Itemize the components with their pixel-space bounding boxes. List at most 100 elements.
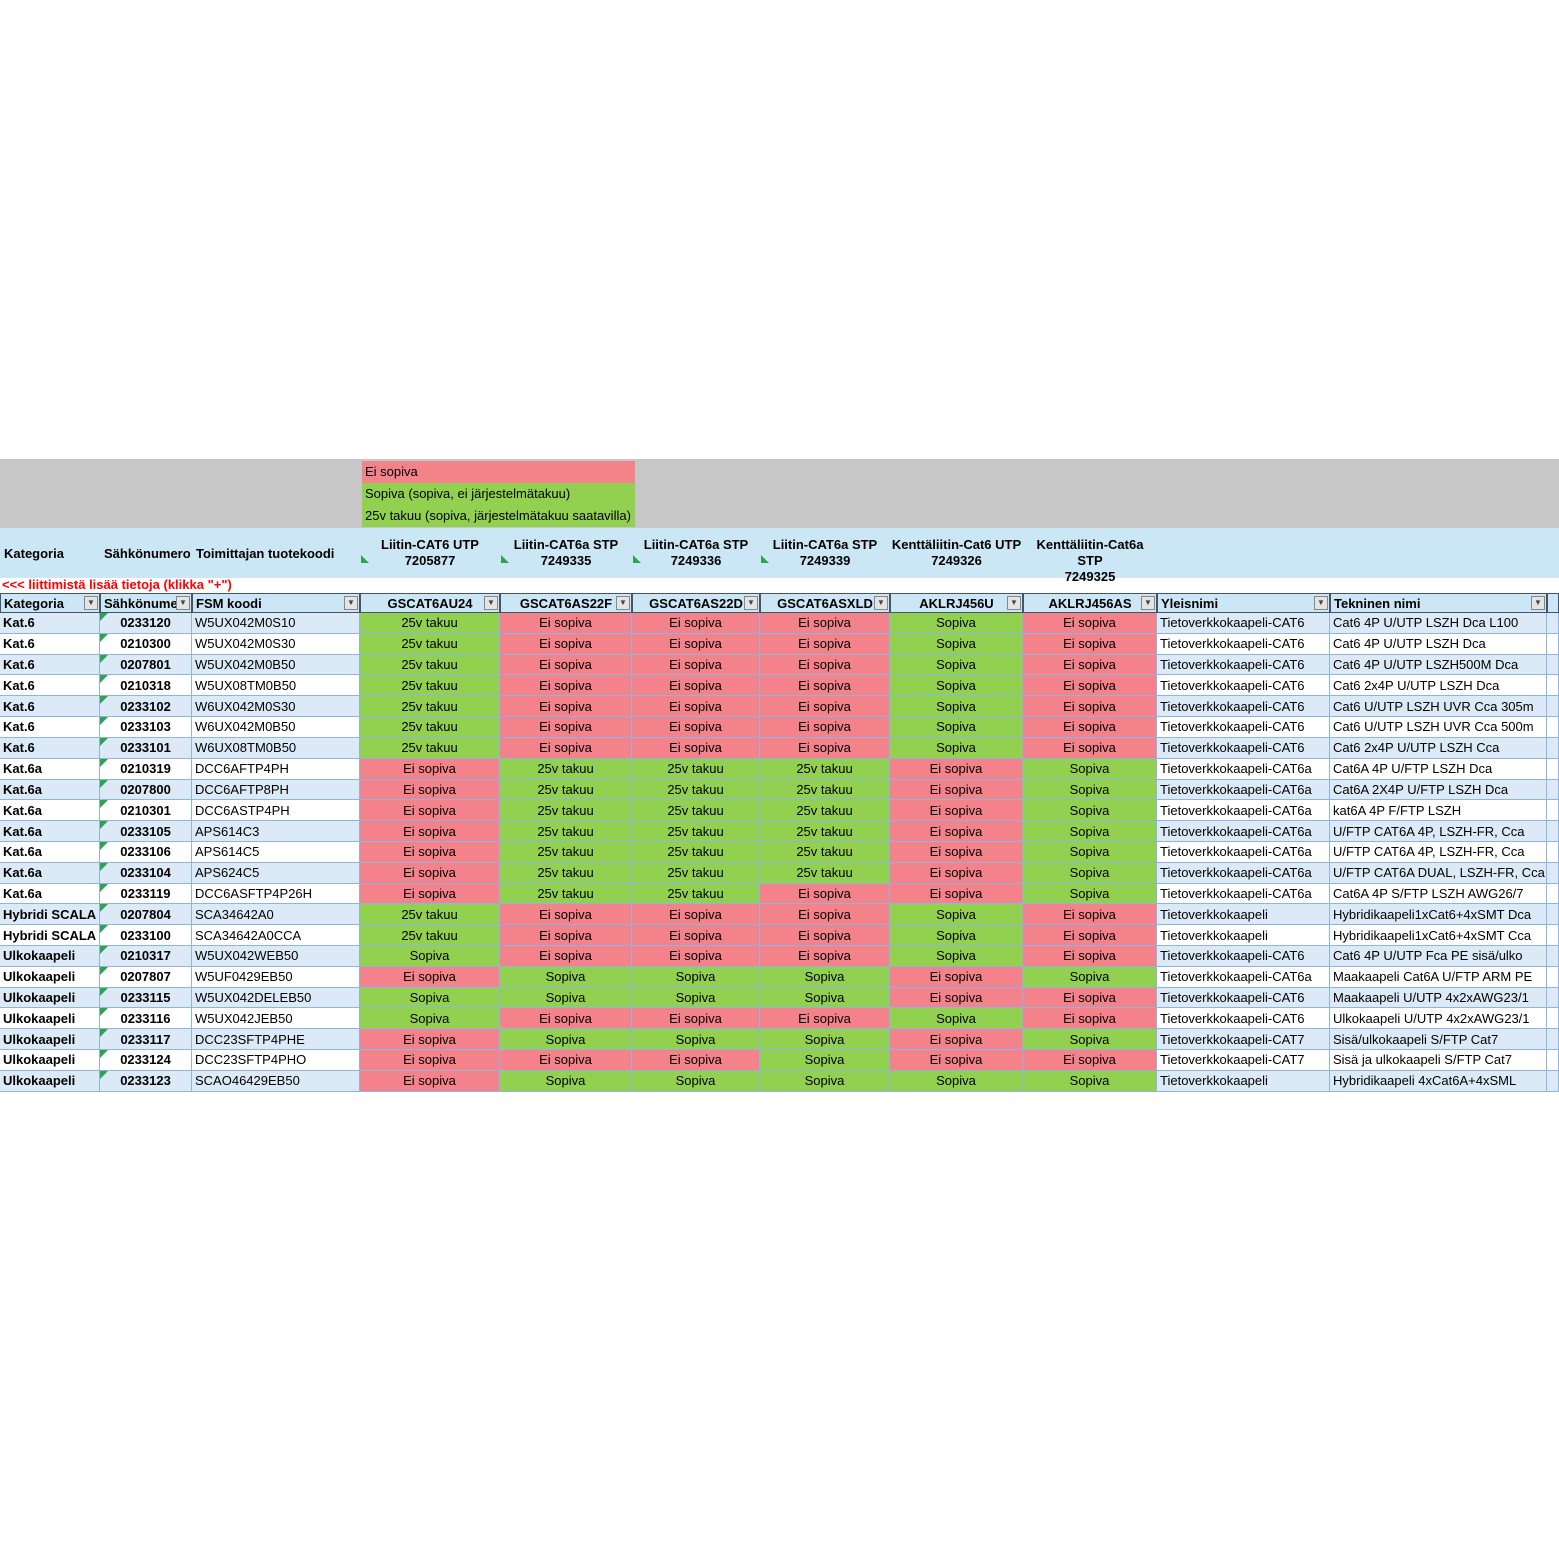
- cell-kategoria[interactable]: Kat.6: [0, 696, 100, 718]
- cell-sahkonumero[interactable]: 0207804: [100, 904, 192, 926]
- cell-status-gscat6as22d[interactable]: 25v takuu: [632, 779, 760, 801]
- cell-status-gscat6asxld[interactable]: Ei sopiva: [760, 613, 890, 634]
- filter-header-st5[interactable]: AKLRJ456AS ▼: [1023, 593, 1157, 613]
- cell-kategoria[interactable]: Hybridi SCALA: [0, 925, 100, 946]
- cell-status-gscat6au24[interactable]: Sopiva: [360, 946, 500, 967]
- cell-fsm-koodi[interactable]: SCA34642A0: [192, 904, 360, 926]
- cell-status-aklrj456u[interactable]: Ei sopiva: [890, 800, 1023, 822]
- cell-kategoria[interactable]: Hybridi SCALA: [0, 904, 100, 926]
- cell-fsm-koodi[interactable]: W5UX042M0S10: [192, 613, 360, 634]
- filter-dropdown-icon[interactable]: ▼: [484, 596, 498, 610]
- cell-status-gscat6as22f[interactable]: 25v takuu: [500, 883, 632, 905]
- cell-status-aklrj456as[interactable]: Ei sopiva: [1023, 1050, 1157, 1071]
- cell-status-gscat6as22d[interactable]: 25v takuu: [632, 821, 760, 842]
- cell-sahkonumero[interactable]: 0207807: [100, 966, 192, 988]
- cell-fsm-koodi[interactable]: APS614C5: [192, 841, 360, 863]
- cell-status-gscat6au24[interactable]: 25v takuu: [360, 904, 500, 926]
- cell-status-gscat6as22f[interactable]: Ei sopiva: [500, 1050, 632, 1071]
- cell-status-aklrj456u[interactable]: Ei sopiva: [890, 821, 1023, 842]
- cell-status-gscat6au24[interactable]: Ei sopiva: [360, 1070, 500, 1092]
- cell-sahkonumero[interactable]: 0233101: [100, 737, 192, 759]
- cell-status-aklrj456u[interactable]: Sopiva: [890, 925, 1023, 946]
- cell-status-aklrj456u[interactable]: Sopiva: [890, 696, 1023, 718]
- cell-yleisnimi[interactable]: Tietoverkkokaapeli: [1157, 904, 1330, 926]
- cell-status-gscat6as22d[interactable]: Ei sopiva: [632, 904, 760, 926]
- cell-sahkonumero[interactable]: 0233105: [100, 821, 192, 842]
- cell-tekninen-nimi[interactable]: Cat6A 4P U/FTP LSZH Dca: [1330, 758, 1547, 780]
- cell-status-aklrj456u[interactable]: Sopiva: [890, 1008, 1023, 1030]
- cell-sahkonumero[interactable]: 0207800: [100, 779, 192, 801]
- cell-status-gscat6as22d[interactable]: Ei sopiva: [632, 654, 760, 676]
- cell-status-aklrj456as[interactable]: Sopiva: [1023, 883, 1157, 905]
- cell-fsm-koodi[interactable]: APS614C3: [192, 821, 360, 842]
- cell-kategoria[interactable]: Ulkokaapeli: [0, 946, 100, 967]
- cell-status-aklrj456as[interactable]: Sopiva: [1023, 821, 1157, 842]
- cell-status-gscat6asxld[interactable]: 25v takuu: [760, 758, 890, 780]
- cell-yleisnimi[interactable]: Tietoverkkokaapeli-CAT6: [1157, 1008, 1330, 1030]
- cell-status-gscat6asxld[interactable]: Sopiva: [760, 966, 890, 988]
- filter-header-kategoria[interactable]: Kategoria ▼: [0, 593, 100, 613]
- cell-yleisnimi[interactable]: Tietoverkkokaapeli-CAT6: [1157, 717, 1330, 738]
- cell-tekninen-nimi[interactable]: U/FTP CAT6A 4P, LSZH-FR, Cca: [1330, 841, 1547, 863]
- cell-fsm-koodi[interactable]: W5UX042M0S30: [192, 633, 360, 655]
- cell-fsm-koodi[interactable]: W5UX042M0B50: [192, 654, 360, 676]
- cell-status-gscat6au24[interactable]: 25v takuu: [360, 613, 500, 634]
- filter-header-tekninen[interactable]: Tekninen nimi ▼: [1330, 593, 1547, 613]
- cell-sahkonumero[interactable]: 0233116: [100, 1008, 192, 1030]
- cell-status-aklrj456as[interactable]: Sopiva: [1023, 779, 1157, 801]
- cell-tekninen-nimi[interactable]: kat6A 4P F/FTP LSZH: [1330, 800, 1547, 822]
- cell-sahkonumero[interactable]: 0233115: [100, 987, 192, 1009]
- cell-status-gscat6as22f[interactable]: Sopiva: [500, 987, 632, 1009]
- cell-fsm-koodi[interactable]: SCA34642A0CCA: [192, 925, 360, 946]
- filter-dropdown-icon[interactable]: ▼: [1007, 596, 1021, 610]
- cell-kategoria[interactable]: Kat.6: [0, 613, 100, 634]
- cell-status-gscat6as22d[interactable]: 25v takuu: [632, 883, 760, 905]
- cell-fsm-koodi[interactable]: DCC6AFTP4PH: [192, 758, 360, 780]
- cell-status-gscat6au24[interactable]: 25v takuu: [360, 925, 500, 946]
- cell-status-aklrj456as[interactable]: Sopiva: [1023, 1029, 1157, 1051]
- cell-status-aklrj456u[interactable]: Sopiva: [890, 946, 1023, 967]
- cell-status-gscat6as22d[interactable]: Sopiva: [632, 1070, 760, 1092]
- cell-status-aklrj456as[interactable]: Ei sopiva: [1023, 904, 1157, 926]
- cell-status-gscat6as22f[interactable]: Ei sopiva: [500, 737, 632, 759]
- cell-status-gscat6as22d[interactable]: Ei sopiva: [632, 717, 760, 738]
- cell-fsm-koodi[interactable]: W6UX042M0B50: [192, 717, 360, 738]
- cell-tekninen-nimi[interactable]: Cat6 4P U/UTP LSZH Dca L100: [1330, 613, 1547, 634]
- cell-tekninen-nimi[interactable]: Cat6 U/UTP LSZH UVR Cca 305m: [1330, 696, 1547, 718]
- cell-yleisnimi[interactable]: Tietoverkkokaapeli-CAT6: [1157, 613, 1330, 634]
- cell-status-gscat6au24[interactable]: 25v takuu: [360, 654, 500, 676]
- filter-header-st0[interactable]: GSCAT6AU24 ▼: [360, 593, 500, 613]
- cell-tekninen-nimi[interactable]: U/FTP CAT6A DUAL, LSZH-FR, Cca: [1330, 862, 1547, 884]
- cell-kategoria[interactable]: Ulkokaapeli: [0, 966, 100, 988]
- cell-status-aklrj456as[interactable]: Ei sopiva: [1023, 633, 1157, 655]
- cell-tekninen-nimi[interactable]: Hybridikaapeli1xCat6+4xSMT Dca: [1330, 904, 1547, 926]
- cell-fsm-koodi[interactable]: APS624C5: [192, 862, 360, 884]
- cell-tekninen-nimi[interactable]: Cat6 4P U/UTP LSZH Dca: [1330, 633, 1547, 655]
- cell-yleisnimi[interactable]: Tietoverkkokaapeli-CAT6: [1157, 946, 1330, 967]
- cell-yleisnimi[interactable]: Tietoverkkokaapeli-CAT6: [1157, 696, 1330, 718]
- cell-status-gscat6asxld[interactable]: Sopiva: [760, 1070, 890, 1092]
- cell-status-gscat6asxld[interactable]: Ei sopiva: [760, 737, 890, 759]
- cell-kategoria[interactable]: Kat.6a: [0, 779, 100, 801]
- cell-tekninen-nimi[interactable]: Sisä ja ulkokaapeli S/FTP Cat7: [1330, 1050, 1547, 1071]
- cell-tekninen-nimi[interactable]: Hybridikaapeli1xCat6+4xSMT Cca: [1330, 925, 1547, 946]
- filter-dropdown-icon[interactable]: ▼: [1141, 596, 1155, 610]
- cell-tekninen-nimi[interactable]: Hybridikaapeli 4xCat6A+4xSML: [1330, 1070, 1547, 1092]
- cell-status-gscat6asxld[interactable]: 25v takuu: [760, 841, 890, 863]
- cell-status-aklrj456u[interactable]: Sopiva: [890, 904, 1023, 926]
- cell-status-gscat6as22f[interactable]: Sopiva: [500, 1070, 632, 1092]
- cell-tekninen-nimi[interactable]: Cat6 U/UTP LSZH UVR Cca 500m: [1330, 717, 1547, 738]
- filter-header-st3[interactable]: GSCAT6ASXLD ▼: [760, 593, 890, 613]
- cell-sahkonumero[interactable]: 0233123: [100, 1070, 192, 1092]
- cell-yleisnimi[interactable]: Tietoverkkokaapeli-CAT6: [1157, 737, 1330, 759]
- cell-status-gscat6as22d[interactable]: 25v takuu: [632, 841, 760, 863]
- cell-sahkonumero[interactable]: 0233124: [100, 1050, 192, 1071]
- filter-dropdown-icon[interactable]: ▼: [1314, 596, 1328, 610]
- cell-yleisnimi[interactable]: Tietoverkkokaapeli-CAT6a: [1157, 758, 1330, 780]
- cell-sahkonumero[interactable]: 0210318: [100, 675, 192, 697]
- cell-status-gscat6as22f[interactable]: Ei sopiva: [500, 717, 632, 738]
- cell-status-gscat6as22d[interactable]: Ei sopiva: [632, 613, 760, 634]
- cell-kategoria[interactable]: Kat.6: [0, 654, 100, 676]
- cell-status-gscat6as22d[interactable]: Ei sopiva: [632, 633, 760, 655]
- cell-fsm-koodi[interactable]: W6UX042M0S30: [192, 696, 360, 718]
